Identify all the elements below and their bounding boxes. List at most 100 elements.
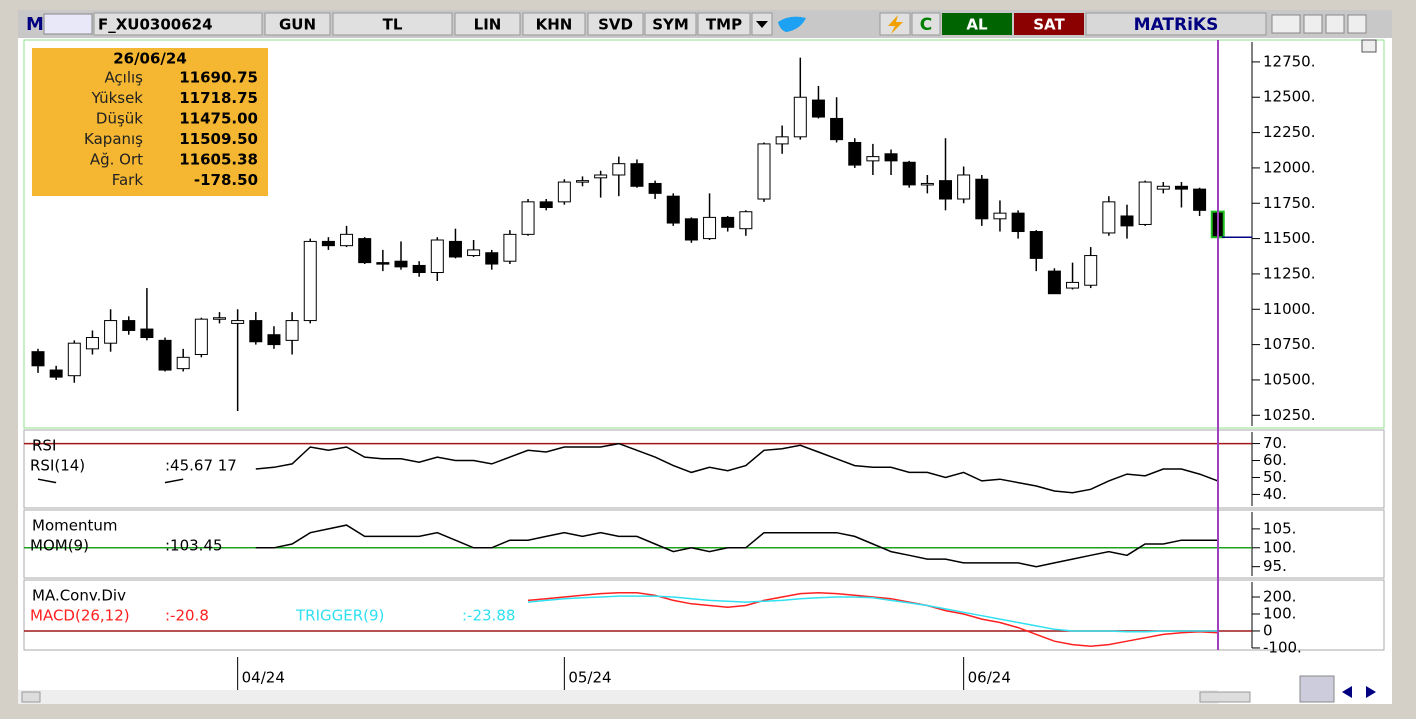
y-tick-label: 11500. <box>1263 229 1316 247</box>
candle-body <box>467 249 481 257</box>
toolbar-button-label: LIN <box>474 16 502 34</box>
close-button[interactable] <box>1347 14 1367 34</box>
y-tick-label: 40. <box>1263 485 1287 503</box>
candle-body <box>448 240 462 258</box>
candle-body <box>576 180 589 183</box>
candle-body <box>85 337 99 350</box>
y-tick-label: 0 <box>1263 621 1273 639</box>
panel-title: MA.Conv.Div <box>32 587 126 605</box>
candle-body <box>213 317 226 320</box>
series-value: :45.67 17 <box>165 457 237 475</box>
toolbar-button-label: KHN <box>536 16 573 34</box>
candle-body <box>557 181 571 203</box>
candle-body <box>1174 185 1188 190</box>
y-tick-label: 10500. <box>1263 370 1316 388</box>
candle-body <box>194 318 208 355</box>
series-name: MACD(26,12) <box>30 607 130 625</box>
candle-body <box>775 136 789 145</box>
candle-body <box>1120 215 1134 227</box>
menu-button[interactable] <box>1271 14 1301 34</box>
panel-button[interactable] <box>1361 39 1377 53</box>
y-tick-label: 10750. <box>1263 335 1316 353</box>
info-value: -178.50 <box>194 171 258 189</box>
candle-body <box>993 212 1007 220</box>
symbol-box[interactable] <box>93 12 263 36</box>
info-box <box>32 48 268 196</box>
y-tick-label: 60. <box>1263 451 1287 469</box>
candle-body <box>1084 255 1098 286</box>
y-tick-label: 12500. <box>1263 88 1316 106</box>
candle-body <box>140 328 154 339</box>
series-value: :-23.88 <box>462 607 515 625</box>
scroll-left[interactable] <box>21 691 41 703</box>
candle-body <box>31 351 45 367</box>
candle-body <box>176 356 190 370</box>
flash-icon <box>888 15 903 34</box>
info-value: 11690.75 <box>179 69 258 87</box>
brand: MATRiKS <box>1134 15 1219 35</box>
toolbar-button[interactable] <box>332 12 453 36</box>
toolbar-button-label: GUN <box>279 16 316 34</box>
candle-body <box>104 320 118 344</box>
indicator-line <box>527 595 1218 633</box>
info-value: 11475.00 <box>179 110 258 128</box>
candle-body <box>739 211 753 230</box>
momentum-panel <box>23 509 1385 579</box>
panel-title: RSI <box>32 437 56 455</box>
symbol-icon[interactable] <box>43 13 93 35</box>
series-name: MOM(9) <box>30 537 89 555</box>
candle-body <box>920 182 934 186</box>
twitter-icon[interactable] <box>778 16 806 32</box>
info-value: 11718.75 <box>179 89 258 107</box>
sync-button[interactable] <box>1299 675 1335 703</box>
candle-body <box>1047 270 1061 295</box>
maximize-button[interactable] <box>1325 14 1345 34</box>
refresh-button[interactable] <box>911 12 941 36</box>
x-tick-label: 05/24 <box>568 669 611 687</box>
candle-body <box>1066 281 1080 289</box>
toolbar-button[interactable] <box>522 12 586 36</box>
candle-body <box>793 96 807 138</box>
toolbar-button[interactable] <box>454 12 521 36</box>
info-value: 11509.50 <box>179 130 258 148</box>
candle-body <box>866 156 880 162</box>
candle-body <box>521 201 535 235</box>
candle-body <box>412 264 426 274</box>
y-tick-label: 200. <box>1263 587 1296 605</box>
toolbar-button[interactable] <box>697 12 751 36</box>
scroll-thumb[interactable] <box>1199 691 1251 703</box>
candle-body <box>1138 181 1152 225</box>
y-tick-label: 12750. <box>1263 52 1316 70</box>
minimize-button[interactable] <box>1303 14 1323 34</box>
candle-body <box>503 233 517 262</box>
candle-body <box>321 240 335 247</box>
candle-body <box>1029 231 1043 259</box>
candle-body <box>1156 185 1170 190</box>
y-tick-label: 105. <box>1263 519 1296 537</box>
candle-body <box>231 320 245 324</box>
candle-body <box>430 239 444 274</box>
scrollbar[interactable] <box>18 690 1218 704</box>
toolbar-button[interactable] <box>264 12 331 36</box>
info-label: Düşük <box>96 110 143 128</box>
info-label: Açılış <box>104 69 143 87</box>
y-tick-label: 11250. <box>1263 264 1316 282</box>
candle-body <box>811 99 825 118</box>
nav-arrows[interactable] <box>1342 686 1376 698</box>
sell-button[interactable] <box>1014 13 1084 35</box>
toolbar-button-label: TL <box>383 16 403 34</box>
toolbar-button-label: TMP <box>706 16 742 34</box>
candle-body <box>67 342 81 377</box>
brand-box <box>1085 12 1267 36</box>
candle-body <box>594 174 608 179</box>
candle-body <box>394 260 408 268</box>
candle-body <box>158 339 172 371</box>
buy-button[interactable] <box>942 13 1012 35</box>
toolbar-button[interactable] <box>587 12 644 36</box>
series-name: TRIGGER(9) <box>295 607 384 625</box>
candle-body <box>249 320 263 343</box>
buy-label: AL <box>966 16 988 34</box>
candle-body <box>703 216 717 240</box>
toolbar-button[interactable] <box>644 12 697 36</box>
